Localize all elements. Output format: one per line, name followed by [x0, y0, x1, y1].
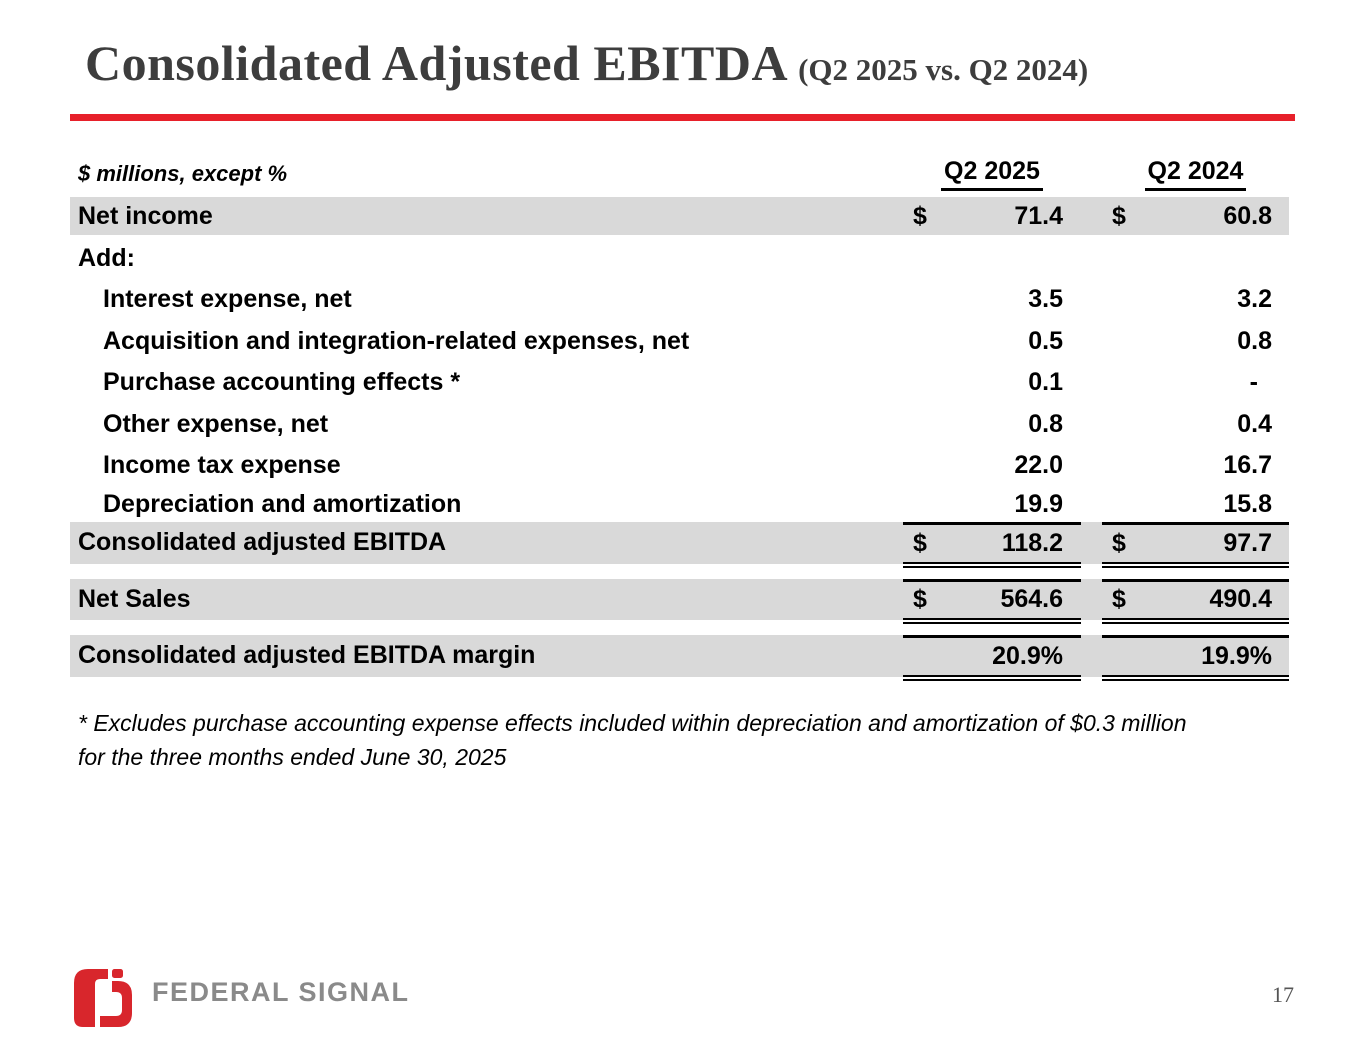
federal-signal-logo-text: FEDERAL SIGNAL: [152, 977, 410, 1007]
unit-label: $ millions, except %: [78, 161, 288, 186]
slide-title-main: Consolidated Adjusted EBITDA: [85, 35, 789, 91]
table-row-acquisition-expenses: Acquisition and integration-related expe…: [70, 321, 1289, 363]
value-cell-q2-2025: $118.2: [903, 521, 1081, 568]
table-row-depreciation: Depreciation and amortization 19.9 15.8: [70, 487, 1289, 522]
row-label: Consolidated adjusted EBITDA: [78, 528, 447, 556]
row-label: Income tax expense: [103, 451, 341, 480]
cell-value: 0.4: [1237, 409, 1272, 438]
column-header-q2-2025: Q2 2025: [903, 157, 1081, 191]
column-header-q2-2024: Q2 2024: [1102, 157, 1289, 191]
cell-value: 3.5: [1028, 285, 1063, 314]
value-cell-q2-2025: [903, 238, 1081, 279]
value-cell-q2-2025: 22.0: [903, 445, 1081, 487]
table-row-ebitda-margin: Consolidated adjusted EBITDA margin 20.9…: [70, 634, 1289, 681]
value-cell-q2-2024: 15.8: [1102, 487, 1289, 522]
currency-symbol: $: [913, 201, 927, 230]
cell-value: 60.8: [1223, 201, 1272, 230]
value-cell-q2-2025: $71.4: [903, 197, 1081, 235]
row-label: Net Sales: [78, 584, 191, 613]
row-label: Interest expense, net: [103, 285, 352, 314]
row-label: Other expense, net: [103, 409, 329, 438]
value-cell-q2-2025: 19.9: [903, 487, 1081, 522]
row-label: Purchase accounting effects *: [103, 368, 461, 397]
value-cell-q2-2025: $564.6: [903, 578, 1081, 624]
federal-signal-logo-icon: [72, 968, 134, 1033]
value-cell-q2-2024: $490.4: [1102, 578, 1289, 624]
federal-signal-logo: FEDERAL SIGNAL: [72, 968, 410, 1033]
cell-value: 71.4: [1014, 201, 1063, 230]
value-cell-q2-2025: 3.5: [903, 279, 1081, 321]
row-label: Acquisition and integration-related expe…: [103, 326, 690, 355]
ebitda-table: $ millions, except % Q2 2025 Q2 2024 Net…: [70, 145, 1289, 681]
table-row-purchase-accounting: Purchase accounting effects * 0.1 -: [70, 362, 1289, 404]
value-cell-q2-2025: 20.9%: [903, 634, 1081, 681]
footnote-line-1: * Excludes purchase accounting expense e…: [78, 710, 1187, 736]
currency-symbol: $: [1112, 585, 1126, 613]
row-label: Add:: [78, 244, 135, 272]
cell-value: 0.5: [1028, 326, 1063, 355]
cell-value: 97.7: [1223, 528, 1272, 557]
currency-symbol: $: [913, 585, 927, 613]
title-divider-rule: [70, 114, 1295, 121]
cell-value: 0.8: [1237, 326, 1272, 355]
value-cell-q2-2025: 0.1: [903, 362, 1081, 404]
row-label: Net income: [78, 201, 213, 230]
value-cell-q2-2024: 0.4: [1102, 404, 1289, 446]
cell-value: -: [1249, 368, 1258, 397]
value-cell-q2-2024: $60.8: [1102, 197, 1289, 235]
value-cell-q2-2025: 0.5: [903, 321, 1081, 363]
cell-value: 564.6: [1000, 585, 1063, 613]
table-row-other-expense: Other expense, net 0.8 0.4: [70, 404, 1289, 446]
value-cell-q2-2025: 0.8: [903, 404, 1081, 446]
table-row-interest-expense: Interest expense, net 3.5 3.2: [70, 279, 1289, 321]
cell-value: 22.0: [1014, 451, 1063, 480]
row-label: Consolidated adjusted EBITDA margin: [78, 641, 536, 669]
cell-value: 0.1: [1028, 368, 1063, 397]
currency-symbol: $: [913, 528, 927, 557]
cell-value: 19.9%: [1201, 641, 1272, 670]
currency-symbol: $: [1112, 201, 1126, 230]
table-row-net-income: Net income $71.4 $60.8: [70, 197, 1289, 235]
value-cell-q2-2024: 0.8: [1102, 321, 1289, 363]
value-cell-q2-2024: 3.2: [1102, 279, 1289, 321]
cell-value: 118.2: [1001, 528, 1063, 557]
value-cell-q2-2024: 19.9%: [1102, 634, 1289, 681]
page-number: 17: [1272, 982, 1294, 1007]
value-cell-q2-2024: -: [1102, 362, 1289, 404]
value-cell-q2-2024: $97.7: [1102, 521, 1289, 568]
cell-value: 490.4: [1209, 585, 1272, 613]
table-row-add: Add:: [70, 238, 1289, 279]
table-row-income-tax: Income tax expense 22.0 16.7: [70, 445, 1289, 487]
value-cell-q2-2024: [1102, 238, 1289, 279]
cell-value: 19.9: [1014, 489, 1063, 518]
cell-value: 0.8: [1028, 409, 1063, 438]
slide-title: Consolidated Adjusted EBITDA (Q2 2025 vs.…: [85, 34, 1088, 92]
row-label: Depreciation and amortization: [103, 489, 462, 518]
table-row-consolidated-ebitda: Consolidated adjusted EBITDA $118.2 $97.…: [70, 521, 1289, 568]
cell-value: 16.7: [1223, 451, 1272, 480]
cell-value: 15.8: [1223, 489, 1272, 518]
cell-value: 3.2: [1237, 285, 1272, 314]
table-header-row: $ millions, except % Q2 2025 Q2 2024: [70, 145, 1289, 197]
table-row-net-sales: Net Sales $564.6 $490.4: [70, 578, 1289, 624]
value-cell-q2-2024: 16.7: [1102, 445, 1289, 487]
footnote: * Excludes purchase accounting expense e…: [78, 706, 1288, 774]
cell-value: 20.9%: [992, 641, 1063, 670]
slide-title-suffix: (Q2 2025 vs. Q2 2024): [798, 52, 1089, 87]
currency-symbol: $: [1112, 528, 1126, 557]
footnote-line-2: for the three months ended June 30, 2025: [78, 744, 507, 770]
